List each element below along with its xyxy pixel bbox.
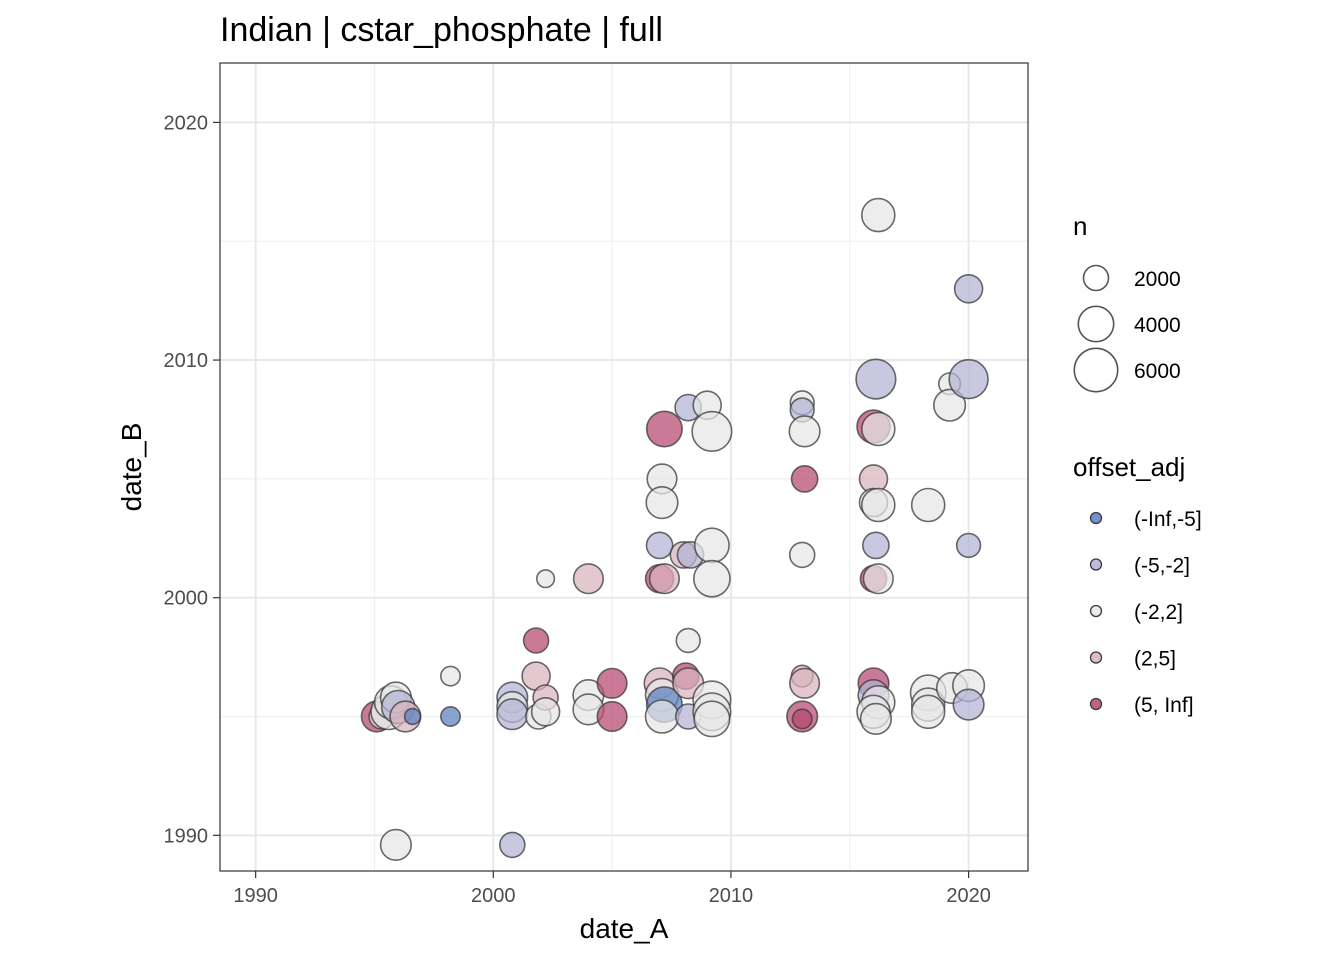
size-legend: n 2000 4000 6000 [1073,211,1181,393]
data-points [360,197,989,862]
data-point [439,705,461,727]
data-point [952,688,985,721]
data-point [860,197,896,233]
data-point [439,665,461,687]
color-legend-key [1089,651,1103,664]
data-point [860,487,896,523]
x-tick-label: 2000 [471,885,516,907]
color-legend: offset_adj (-Inf,-5] (-5,-2] (-2,2] (2,5] (5… [1073,452,1202,717]
color-legend-key [1089,511,1103,525]
data-point [645,486,679,520]
color-legend-label: (5, Inf] [1134,694,1194,717]
color-legend-key [1089,697,1103,711]
data-point [596,700,628,733]
data-point [791,708,813,730]
size-legend-label: 6000 [1134,360,1181,383]
data-point [788,415,821,448]
data-point [530,696,561,727]
data-point [693,700,731,738]
panel-background [220,63,1028,871]
size-legend-key [1077,305,1115,343]
data-point [522,627,550,654]
data-point [855,358,897,400]
color-legend-label: (-5,-2] [1134,555,1190,578]
data-point [788,667,821,699]
x-tick-label: 1990 [233,885,278,907]
data-point [693,527,730,564]
data-point [948,358,989,400]
y-tick-label: 1990 [164,825,209,847]
y-tick-label: 2020 [164,112,209,134]
data-point [910,694,946,730]
color-legend-label: (2,5] [1134,648,1176,671]
y-axis-title: date_B [116,423,147,512]
data-point [691,410,733,453]
data-point [860,411,896,447]
data-point [379,828,413,862]
data-point [648,563,681,595]
data-point [953,273,984,304]
size-legend-key [1082,264,1110,292]
data-point [403,707,422,726]
plot-panel [219,62,1029,872]
y-tick-label: 2000 [164,588,209,610]
size-legend-title: n [1073,211,1087,241]
data-point [675,627,701,654]
color-legend-title: offset_adj [1073,452,1185,482]
y-axis: 1990 2000 2010 2020 [164,112,220,847]
data-point [596,667,628,699]
data-point [859,702,893,736]
data-point [862,563,894,595]
chart-title: Indian | cstar_phosphate | full [220,11,663,49]
data-point [572,563,605,595]
data-point [788,541,816,569]
data-point [535,569,556,589]
major-gridlines [220,63,1028,871]
data-point [644,699,680,734]
data-point [496,698,529,731]
x-axis: 1990 2000 2010 2020 [233,871,991,907]
y-tick-label: 2010 [164,350,209,372]
color-legend-label: (-Inf,-5] [1134,508,1202,531]
color-legend-label: (-2,2] [1134,601,1183,624]
size-legend-label: 4000 [1134,314,1181,337]
data-point [498,831,526,859]
data-point [645,410,683,448]
x-axis-title: date_A [580,913,669,944]
data-point [645,531,674,560]
data-point [790,464,819,493]
data-point [693,559,731,598]
panel-border [219,62,1029,872]
x-tick-label: 2020 [946,885,991,907]
size-legend-key [1073,347,1119,393]
x-tick-label: 2010 [709,885,754,907]
data-point [955,532,982,559]
data-point [910,487,946,523]
minor-gridlines [220,63,1028,871]
size-legend-label: 2000 [1134,268,1181,291]
color-legend-key [1089,604,1103,618]
color-legend-key [1089,558,1103,571]
data-point [862,531,890,560]
data-point [932,388,967,422]
